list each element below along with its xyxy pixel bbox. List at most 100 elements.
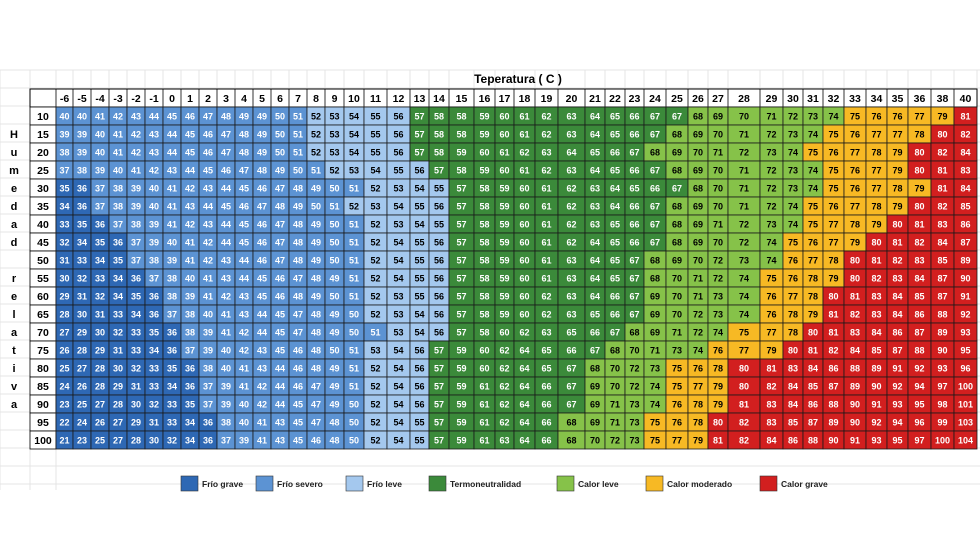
heat-cell-value: 47 bbox=[293, 274, 303, 284]
heat-cell-value: 84 bbox=[788, 382, 798, 392]
heat-cell-value: 67 bbox=[672, 184, 682, 194]
heat-cell-value: 94 bbox=[892, 418, 902, 428]
humidity-header: 80 bbox=[37, 363, 49, 375]
heat-cell-value: 55 bbox=[370, 112, 380, 122]
heat-cell-value: 31 bbox=[59, 256, 69, 266]
heat-cell-value: 84 bbox=[871, 328, 881, 338]
heat-cell-value: 45 bbox=[185, 148, 195, 158]
heat-cell-value: 67 bbox=[629, 148, 639, 158]
heat-cell-value: 86 bbox=[892, 328, 902, 338]
heat-cell-value: 71 bbox=[610, 400, 620, 410]
heat-cell-value: 63 bbox=[566, 292, 576, 302]
heat-cell-value: 77 bbox=[892, 130, 902, 140]
heat-cell-value: 57 bbox=[456, 256, 466, 266]
heat-cell-value: 82 bbox=[766, 382, 776, 392]
heat-cell-value: 50 bbox=[275, 148, 285, 158]
heat-cell-value: 68 bbox=[610, 346, 620, 356]
heat-cell-value: 78 bbox=[713, 364, 723, 374]
heat-cell-value: 87 bbox=[828, 382, 838, 392]
heat-cell-value: 60 bbox=[479, 364, 489, 374]
temperature-header: 12 bbox=[393, 93, 405, 105]
humidity-header: 65 bbox=[37, 309, 49, 321]
heat-cell-value: 81 bbox=[871, 256, 881, 266]
heat-cell-value: 40 bbox=[239, 418, 249, 428]
heat-cell-value: 76 bbox=[850, 130, 860, 140]
heat-cell-value: 30 bbox=[149, 436, 159, 446]
heat-cell-value: 44 bbox=[275, 400, 285, 410]
heat-cell-value: 90 bbox=[850, 400, 860, 410]
legend-swatch bbox=[180, 475, 199, 492]
heat-cell-value: 59 bbox=[456, 364, 466, 374]
heat-cell-value: 89 bbox=[850, 382, 860, 392]
heat-cell-value: 60 bbox=[499, 130, 509, 140]
temperature-header: 15 bbox=[456, 93, 468, 105]
heat-cell-value: 64 bbox=[590, 238, 600, 248]
heat-cell-value: 78 bbox=[892, 184, 902, 194]
heat-cell-value: 58 bbox=[456, 130, 466, 140]
heat-cell-value: 59 bbox=[499, 274, 509, 284]
heat-cell-value: 66 bbox=[629, 112, 639, 122]
heat-cell-value: 60 bbox=[519, 256, 529, 266]
heat-cell-value: 77 bbox=[850, 202, 860, 212]
heat-cell-value: 46 bbox=[203, 148, 213, 158]
heat-cell-value: 64 bbox=[519, 346, 529, 356]
heat-cell-value: 61 bbox=[479, 436, 489, 446]
heat-cell-value: 72 bbox=[693, 310, 703, 320]
heat-cell-value: 52 bbox=[311, 112, 321, 122]
heat-cell-value: 54 bbox=[370, 166, 380, 176]
heat-cell-value: 44 bbox=[239, 274, 249, 284]
heat-cell-value: 71 bbox=[713, 148, 723, 158]
heat-cell-value: 72 bbox=[739, 238, 749, 248]
heat-cell-value: 77 bbox=[672, 436, 682, 446]
heat-cell-value: 49 bbox=[257, 148, 267, 158]
heat-cell-value: 77 bbox=[871, 184, 881, 194]
heat-cell-value: 41 bbox=[239, 382, 249, 392]
heat-cell-value: 45 bbox=[239, 238, 249, 248]
heat-cell-value: 78 bbox=[871, 148, 881, 158]
temperature-header: 3 bbox=[223, 93, 229, 105]
heat-cell-value: 79 bbox=[828, 274, 838, 284]
temperature-header: 24 bbox=[649, 93, 661, 105]
heat-cell-value: 68 bbox=[672, 202, 682, 212]
heat-cell-value: 39 bbox=[95, 166, 105, 176]
heat-cell-value: 37 bbox=[203, 382, 213, 392]
heat-cell-value: 48 bbox=[293, 256, 303, 266]
heat-cell-value: 96 bbox=[960, 364, 970, 374]
heat-cell-value: 85 bbox=[788, 418, 798, 428]
heat-cell-value: 40 bbox=[95, 130, 105, 140]
heat-cell-value: 66 bbox=[590, 328, 600, 338]
heat-cell-value: 61 bbox=[519, 130, 529, 140]
heat-cell-value: 56 bbox=[434, 310, 444, 320]
legend-swatch bbox=[428, 475, 447, 492]
heat-cell-value: 34 bbox=[149, 346, 159, 356]
heat-cell-value: 57 bbox=[414, 130, 424, 140]
heat-cell-value: 41 bbox=[203, 292, 213, 302]
heat-cell-value: 44 bbox=[221, 220, 231, 230]
heat-cell-value: 69 bbox=[693, 238, 703, 248]
heat-cell-value: 71 bbox=[766, 112, 776, 122]
heat-cell-value: 66 bbox=[541, 418, 551, 428]
heat-cell-value: 83 bbox=[937, 220, 947, 230]
heat-cell-value: 74 bbox=[766, 256, 776, 266]
heat-cell-value: 42 bbox=[221, 292, 231, 302]
heat-cell-value: 49 bbox=[239, 112, 249, 122]
heat-cell-value: 69 bbox=[590, 382, 600, 392]
heat-cell-value: 37 bbox=[95, 184, 105, 194]
heat-cell-value: 49 bbox=[311, 256, 321, 266]
heat-cell-value: 45 bbox=[239, 220, 249, 230]
heat-cell-value: 83 bbox=[871, 310, 881, 320]
heat-cell-value: 38 bbox=[113, 184, 123, 194]
heat-cell-value: 60 bbox=[519, 310, 529, 320]
heat-cell-value: 66 bbox=[629, 130, 639, 140]
heat-cell-value: 54 bbox=[393, 364, 403, 374]
heat-cell-value: 46 bbox=[203, 130, 213, 140]
heat-cell-value: 76 bbox=[828, 202, 838, 212]
heat-cell-value: 33 bbox=[113, 310, 123, 320]
heat-cell-value: 65 bbox=[541, 364, 551, 374]
ylabel-letter: e bbox=[11, 183, 17, 195]
heat-cell-value: 73 bbox=[766, 148, 776, 158]
ylabel-letter: a bbox=[11, 219, 18, 231]
heat-cell-value: 52 bbox=[311, 130, 321, 140]
heat-cell-value: 39 bbox=[221, 382, 231, 392]
heat-cell-value: 42 bbox=[203, 238, 213, 248]
